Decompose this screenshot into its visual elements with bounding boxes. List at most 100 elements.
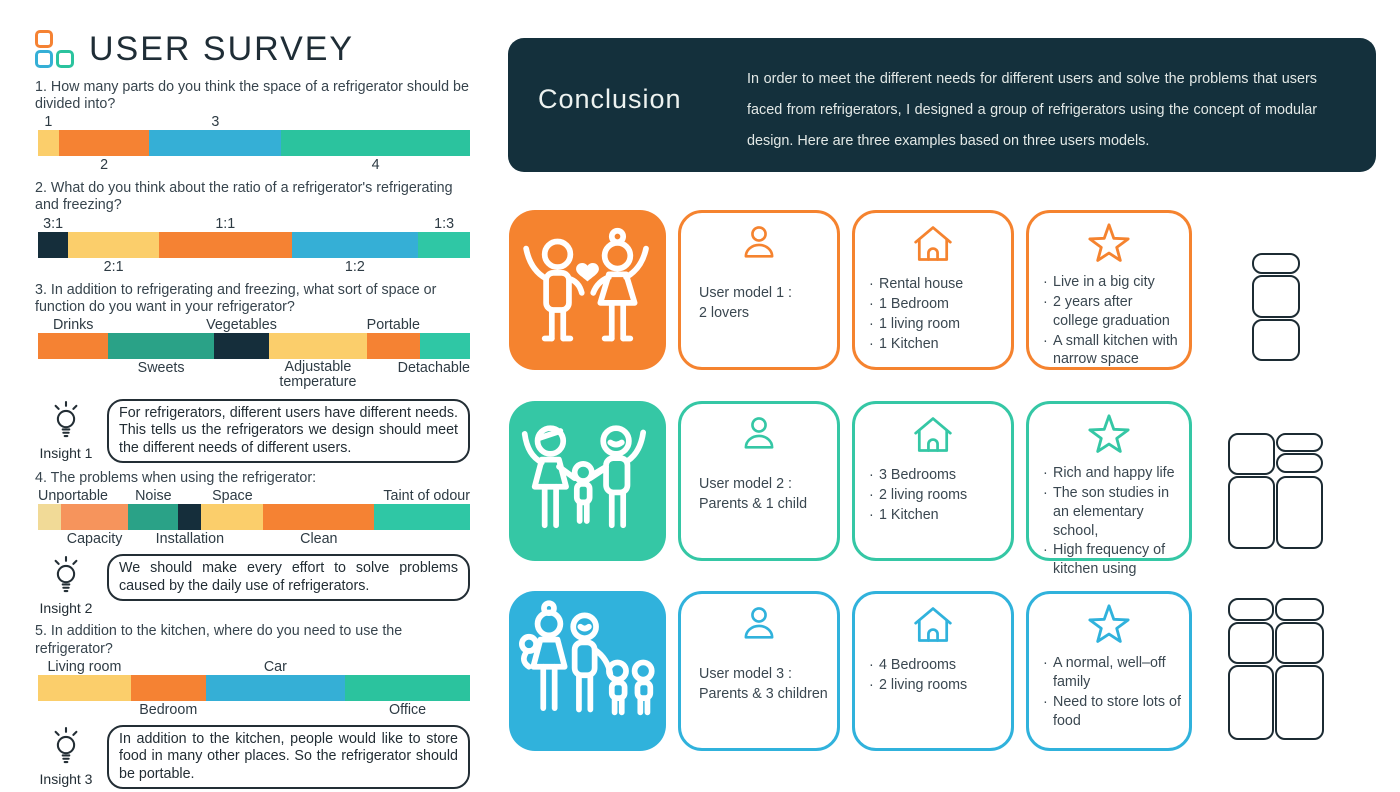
bar-segment-label: 1 xyxy=(44,114,53,131)
house-icon xyxy=(855,604,1011,651)
list-item-text: 1 Bedroom xyxy=(879,295,949,312)
bullet-dot: · xyxy=(1043,465,1048,481)
list-item: · Need to store lots of food xyxy=(1042,693,1181,731)
bar-segment xyxy=(58,130,150,157)
user-model-title: User model 1 : xyxy=(699,285,792,301)
list-item-text: The son studies in an elementary school, xyxy=(1053,484,1170,539)
insight-block: Insight 1 For refrigerators, different us… xyxy=(35,398,470,464)
bar-segment xyxy=(374,504,470,531)
list-item-text: 2 years after college graduation xyxy=(1053,293,1170,329)
bullet-dot: · xyxy=(1043,542,1048,559)
user-model-text: User model 2 : Parents & 1 child xyxy=(699,474,807,514)
bullet-dot: · xyxy=(1043,655,1048,671)
insight-label: Insight 3 xyxy=(39,770,93,787)
persona-tile xyxy=(509,210,666,370)
bar-segment-label: Sweets xyxy=(137,359,185,376)
survey-flow: 1. How many parts do you think the space… xyxy=(35,79,470,790)
fridge-module-box xyxy=(1276,433,1323,452)
insight-block: Insight 3 In addition to the kitchen, peo… xyxy=(35,724,470,790)
list-item-text: Need to store lots of food xyxy=(1053,693,1181,729)
bar-segment xyxy=(38,332,109,359)
list-item-text: 3 Bedrooms xyxy=(879,467,957,483)
question-bar xyxy=(38,674,470,701)
bullet-dot: · xyxy=(1043,293,1048,310)
star-icon xyxy=(1029,221,1189,270)
fridge-module-box xyxy=(1228,598,1274,621)
user-model-card: User model 2 : Parents & 1 child xyxy=(678,401,840,561)
bar-label-row: Bedroom Office xyxy=(38,701,470,718)
bar-segment-label: 2 xyxy=(100,157,109,174)
housing-list: · 3 Bedrooms · 2 living rooms · 1 Kitchen xyxy=(868,466,1003,526)
page-title: USER SURVEY xyxy=(89,29,355,68)
fridge-module-box xyxy=(1252,253,1300,274)
bar-segment xyxy=(38,674,131,701)
list-item: · A small kitchen with narrow space xyxy=(1042,332,1181,370)
fridge-module-box xyxy=(1252,319,1300,361)
list-item: · 1 living room xyxy=(868,315,1003,334)
bar-segment xyxy=(178,504,202,531)
bar-segment-label: Car xyxy=(263,658,287,675)
bar-label-row: Drinks Vegetables Portable xyxy=(38,316,470,333)
list-item: · 3 Bedrooms xyxy=(868,466,1003,485)
bar-segment-label: Drinks xyxy=(52,316,94,333)
bar-segment xyxy=(366,332,420,359)
bullet-dot: · xyxy=(1043,484,1048,501)
house-icon xyxy=(855,414,1011,461)
bar-segment-label: Adjustable temperature xyxy=(279,358,357,390)
fridge-module-box xyxy=(1276,476,1323,549)
bar-segment xyxy=(38,231,69,258)
insight-label: Insight 1 xyxy=(39,444,93,461)
fridge-module-box xyxy=(1228,622,1274,664)
brand-logo-icon xyxy=(35,30,75,68)
persona-tile xyxy=(509,401,666,561)
user-model-card: User model 3 : Parents & 3 children xyxy=(678,591,840,751)
bar-segment-label: Capacity xyxy=(66,531,123,548)
bar-segment-label: Office xyxy=(389,701,427,718)
insight-block: Insight 2 We should make every effort to … xyxy=(35,554,470,616)
logo-square-empty xyxy=(56,30,74,48)
bar-segment xyxy=(60,504,129,531)
bar-segment xyxy=(263,504,375,531)
bar-segment xyxy=(281,130,470,157)
housing-card: · Rental house · 1 Bedroom · 1 living room · 1 … xyxy=(852,210,1014,370)
user-model-subtitle: 2 lovers xyxy=(699,305,750,322)
user-model-title: User model 2 : xyxy=(699,476,792,492)
bar-segment-label: 1:2 xyxy=(344,258,365,275)
logo-square-teal-icon xyxy=(56,50,74,68)
bullet-dot: · xyxy=(1043,693,1048,710)
list-item: · 1 Kitchen xyxy=(868,506,1003,525)
list-item: · 4 Bedrooms xyxy=(868,656,1003,675)
survey-question: 2. What do you think about the ratio of … xyxy=(35,180,470,275)
bullet-dot: · xyxy=(1043,274,1048,290)
survey-question: 4. The problems when using the refrigera… xyxy=(35,470,470,547)
list-item-text: 4 Bedrooms xyxy=(879,657,957,673)
bar-segment xyxy=(108,332,214,359)
user-model-card: User model 1 : 2 lovers xyxy=(678,210,840,370)
list-item-text: Live in a big city xyxy=(1053,274,1155,290)
bar-segment-label: Taint of odour xyxy=(383,488,470,505)
bar-segment-label: Unportable xyxy=(38,488,108,505)
housing-card: · 3 Bedrooms · 2 living rooms · 1 Kitchen xyxy=(852,401,1014,561)
list-item: · 2 living rooms xyxy=(868,486,1003,505)
bar-segment-label: Detachable xyxy=(397,359,470,376)
bar-segment xyxy=(130,674,206,701)
bullet-dot: · xyxy=(869,295,874,312)
lightbulb-icon xyxy=(49,726,83,770)
lifestyle-card: · A normal, well–off family · Need to store… xyxy=(1026,591,1192,751)
bullet-dot: · xyxy=(869,315,874,332)
fridge-module-box xyxy=(1228,433,1275,475)
logo-square-orange-icon xyxy=(35,30,53,48)
insight-icon-column: Insight 2 xyxy=(35,554,97,616)
bullet-dot: · xyxy=(869,657,874,673)
list-item-text: A small kitchen with narrow space xyxy=(1053,332,1178,368)
bar-segment-label: 3 xyxy=(211,114,220,131)
fridge-module-box xyxy=(1275,598,1324,621)
bullet-dot: · xyxy=(869,335,874,352)
bar-segment-label: 1:1 xyxy=(215,215,236,232)
persona-tile xyxy=(509,591,666,751)
bar-segment xyxy=(419,332,470,359)
bar-segment xyxy=(213,332,270,359)
list-item-text: A normal, well–off family xyxy=(1053,655,1166,690)
